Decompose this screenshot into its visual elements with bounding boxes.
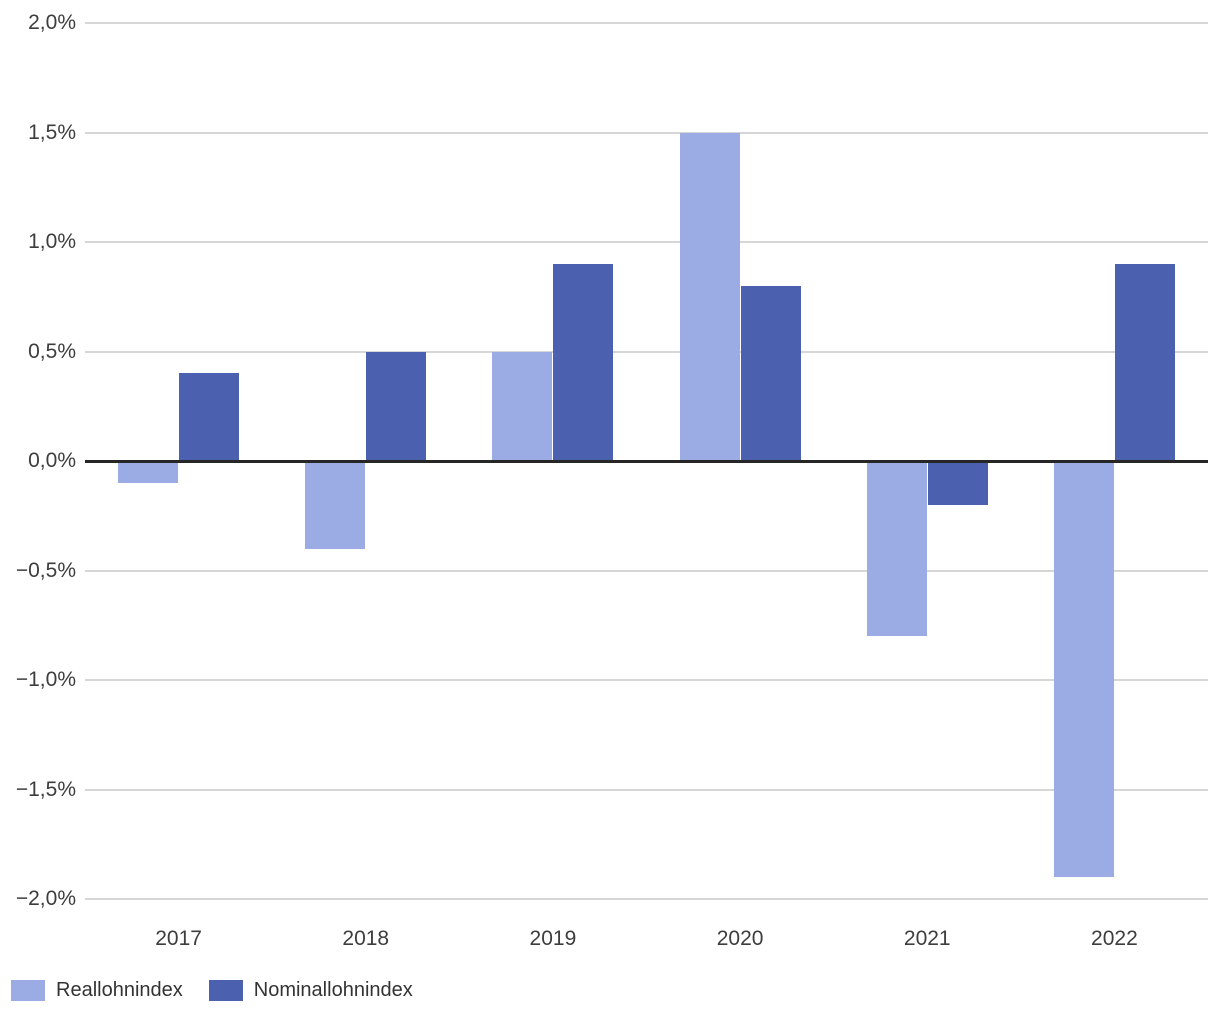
- y-tick-label: 1,5%: [28, 120, 76, 144]
- bar-reallohnindex-2018: [305, 461, 366, 549]
- gridline: [85, 241, 1208, 243]
- y-tick-label: 1,0%: [28, 230, 76, 253]
- bar-reallohnindex-2021: [866, 461, 927, 637]
- legend-swatch-reallohnindex: [11, 980, 45, 1001]
- gridline: [85, 679, 1208, 681]
- zero-axis-line: [85, 460, 1208, 463]
- bar-reallohnindex-2017: [118, 461, 179, 483]
- gridline: [85, 569, 1208, 572]
- y-tick-label: −2,0%: [15, 887, 76, 910]
- bar-reallohnindex-2020: [679, 132, 740, 461]
- x-tick-label: 2017: [155, 927, 202, 950]
- y-tick-label: −1,5%: [15, 777, 76, 801]
- y-tick-label: 2,0%: [28, 11, 76, 34]
- gridline: [85, 350, 1208, 353]
- x-tick-label: 2019: [529, 927, 577, 950]
- legend-item-reallohnindex: Reallohnindex: [11, 979, 183, 1002]
- bar-reallohnindex-2022: [1053, 461, 1114, 878]
- x-tick-label: 2018: [342, 927, 390, 950]
- y-tick-label: −1,0%: [15, 668, 76, 691]
- bar-nominallohnindex-2022: [1114, 263, 1175, 461]
- x-tick-label: 2020: [716, 927, 764, 950]
- legend-item-nominallohnindex: Nominallohnindex: [208, 979, 413, 1002]
- bar-nominallohnindex-2019: [553, 263, 614, 461]
- gridline: [85, 131, 1208, 134]
- gridline: [85, 898, 1208, 900]
- bar-nominallohnindex-2021: [927, 461, 988, 505]
- legend-label-reallohnindex: Reallohnindex: [56, 979, 183, 1001]
- bar-reallohnindex-2019: [492, 351, 553, 461]
- y-tick-label: 0,0%: [28, 449, 76, 472]
- x-tick-label: 2022: [1091, 927, 1138, 950]
- gridline: [85, 22, 1208, 24]
- legend: Reallohnindex Nominallohnindex: [11, 979, 413, 1002]
- bar-nominallohnindex-2020: [740, 285, 801, 461]
- legend-swatch-nominallohnindex: [208, 980, 243, 1001]
- gridline: [85, 788, 1208, 791]
- bar-nominallohnindex-2017: [179, 373, 240, 461]
- legend-label-nominallohnindex: Nominallohnindex: [253, 979, 413, 1001]
- y-tick-label: −0,5%: [15, 558, 76, 582]
- bar-nominallohnindex-2018: [366, 351, 427, 461]
- y-tick-label: 0,5%: [28, 339, 76, 363]
- x-tick-label: 2021: [903, 927, 951, 950]
